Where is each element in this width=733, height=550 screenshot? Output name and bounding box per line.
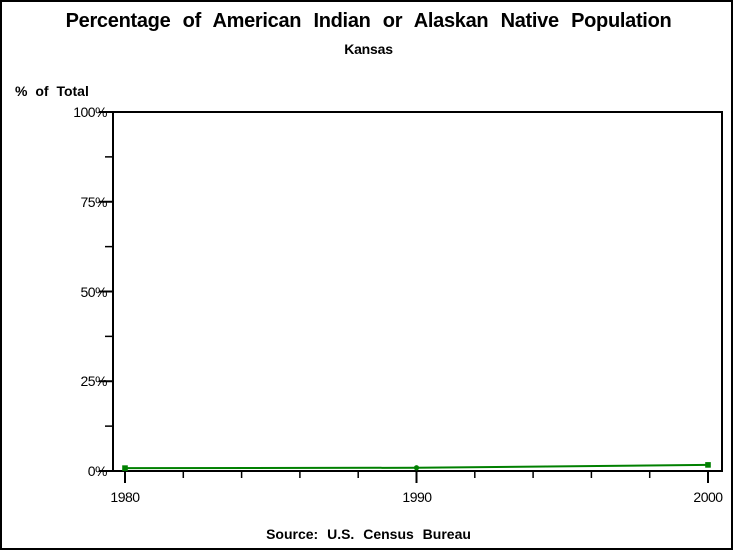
- y-tick-label-75: 75%: [80, 194, 107, 210]
- y-tick-label-0: 0%: [87, 463, 108, 479]
- x-tick-label-1990: 1990: [402, 489, 432, 505]
- source-note: Source: U.S. Census Bureau: [266, 526, 471, 542]
- x-tick-label-2000: 2000: [693, 489, 723, 505]
- y-tick-label-50: 50%: [80, 284, 107, 300]
- chart-subtitle: Kansas: [344, 41, 393, 57]
- y-tick-label-25: 25%: [80, 373, 107, 389]
- y-tick-label-100: 100%: [73, 104, 107, 120]
- y-axis-label: % of Total: [15, 83, 89, 99]
- chart-title: Percentage of American Indian or Alaskan…: [65, 10, 672, 32]
- x-tick-label-1980: 1980: [110, 489, 140, 505]
